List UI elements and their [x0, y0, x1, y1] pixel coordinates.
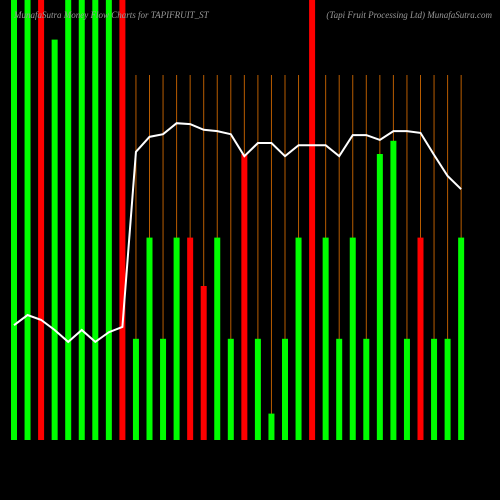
bar	[78, 0, 85, 440]
bar	[363, 338, 370, 440]
bar	[214, 237, 221, 440]
bar	[38, 0, 45, 440]
bar	[146, 237, 153, 440]
bar	[254, 338, 261, 440]
bar	[105, 0, 112, 440]
bar	[119, 0, 126, 440]
bar	[458, 237, 465, 440]
bar	[309, 0, 316, 440]
bar	[92, 0, 99, 440]
bar	[322, 237, 329, 440]
bar	[24, 0, 31, 440]
bar	[431, 338, 438, 440]
bar	[227, 338, 234, 440]
bar	[11, 0, 17, 440]
bar	[376, 154, 383, 440]
bar	[160, 338, 167, 440]
bar	[282, 338, 288, 440]
bar	[403, 338, 410, 440]
bar	[200, 286, 207, 440]
bar	[390, 140, 397, 441]
bar	[349, 237, 356, 440]
bar	[132, 338, 139, 440]
bar	[295, 237, 302, 440]
bar	[241, 154, 248, 440]
line	[13, 122, 462, 344]
bar	[65, 0, 72, 440]
bar	[51, 39, 58, 440]
bar	[187, 237, 194, 440]
bar	[268, 413, 275, 440]
bar	[173, 237, 180, 440]
bar	[444, 338, 451, 440]
bar	[417, 237, 424, 440]
bar	[336, 338, 343, 440]
chart-subtitle: (Tapi Fruit Processing Ltd) MunafaSutra.…	[326, 10, 492, 20]
chart-title: MunafaSutra Money Flow Charts for TAPIFR…	[13, 10, 210, 20]
